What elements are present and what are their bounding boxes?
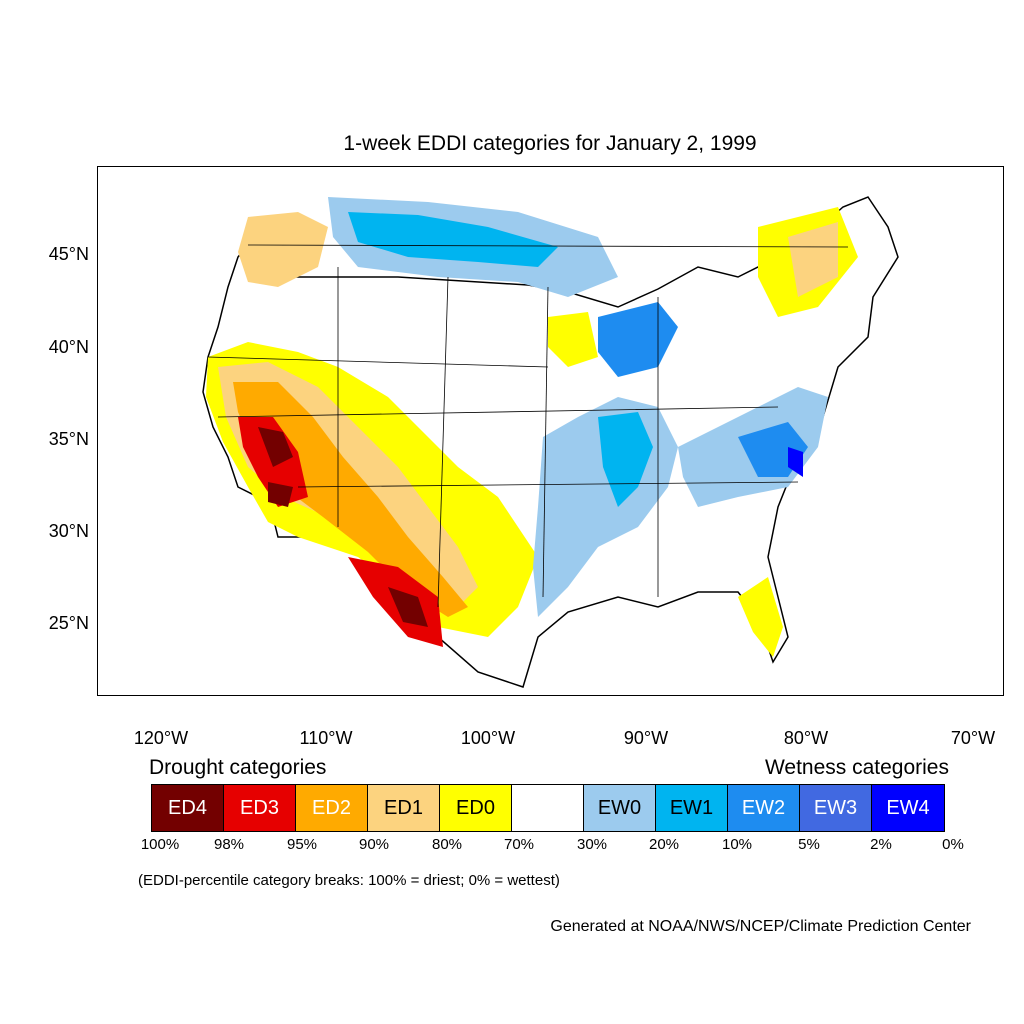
legend-box-neutral: [512, 785, 584, 831]
ed2-region-west: [233, 382, 468, 617]
ed-region-northwest: [238, 212, 328, 287]
break-label: 2%: [870, 836, 892, 853]
lon-label-70: 70°W: [950, 728, 996, 748]
lon-label-100: 100°W: [460, 728, 516, 748]
lat-label-25: 25°N: [48, 613, 89, 633]
lat-label-30: 30°N: [48, 521, 89, 541]
credit-text: Generated at NOAA/NWS/NCEP/Climate Predi…: [550, 918, 971, 935]
break-label: 95%: [286, 836, 318, 853]
legend-color-bar: ED4 ED3 ED2 ED1 ED0 EW0 EW1 EW2 EW3 EW4: [151, 784, 945, 832]
legend-box-ed2: ED2: [296, 785, 368, 831]
legend-box-ew1: EW1: [656, 785, 728, 831]
break-label: 100%: [140, 836, 180, 853]
legend-box-ed0: ED0: [440, 785, 512, 831]
legend-box-ew2: EW2: [728, 785, 800, 831]
legend-box-ed3: ED3: [224, 785, 296, 831]
lon-label-110: 110°W: [299, 728, 353, 748]
break-label: 10%: [721, 836, 753, 853]
ed0-region-midwest: [548, 312, 598, 367]
legend-box-ew0: EW0: [584, 785, 656, 831]
legend-box-ed4: ED4: [152, 785, 224, 831]
ed0-region-florida: [738, 577, 783, 657]
map-plot-area: [97, 166, 1004, 696]
lon-label-90: 90°W: [623, 728, 669, 748]
ed4-region-west: [258, 427, 428, 627]
ed1-region-northeast: [788, 222, 838, 297]
category-note: (EDDI-percentile category breaks: 100% =…: [138, 872, 560, 889]
lat-label-40: 40°N: [48, 337, 89, 357]
ew4-region-east: [788, 447, 803, 477]
break-label: 70%: [503, 836, 535, 853]
lat-label-45: 45°N: [48, 244, 89, 264]
lon-label-120: 120°W: [133, 728, 189, 748]
break-label: 98%: [213, 836, 245, 853]
break-label: 80%: [431, 836, 463, 853]
map-title: 1-week EDDI categories for January 2, 19…: [343, 132, 757, 155]
break-label: 30%: [576, 836, 608, 853]
legend-box-ew3: EW3: [800, 785, 872, 831]
break-label: 90%: [358, 836, 390, 853]
ew1-region-north: [348, 212, 558, 267]
eddi-map: [202, 196, 899, 688]
lon-label-80: 80°W: [783, 728, 829, 748]
state-borders: [207, 244, 849, 608]
break-label: 5%: [798, 836, 820, 853]
break-label: 0%: [942, 836, 964, 853]
legend-box-ew4: EW4: [872, 785, 944, 831]
break-label: 20%: [648, 836, 680, 853]
drought-heading: Drought categories: [149, 756, 327, 779]
wetness-heading: Wetness categories: [764, 756, 949, 779]
lat-label-35: 35°N: [48, 429, 89, 449]
legend-box-ed1: ED1: [368, 785, 440, 831]
